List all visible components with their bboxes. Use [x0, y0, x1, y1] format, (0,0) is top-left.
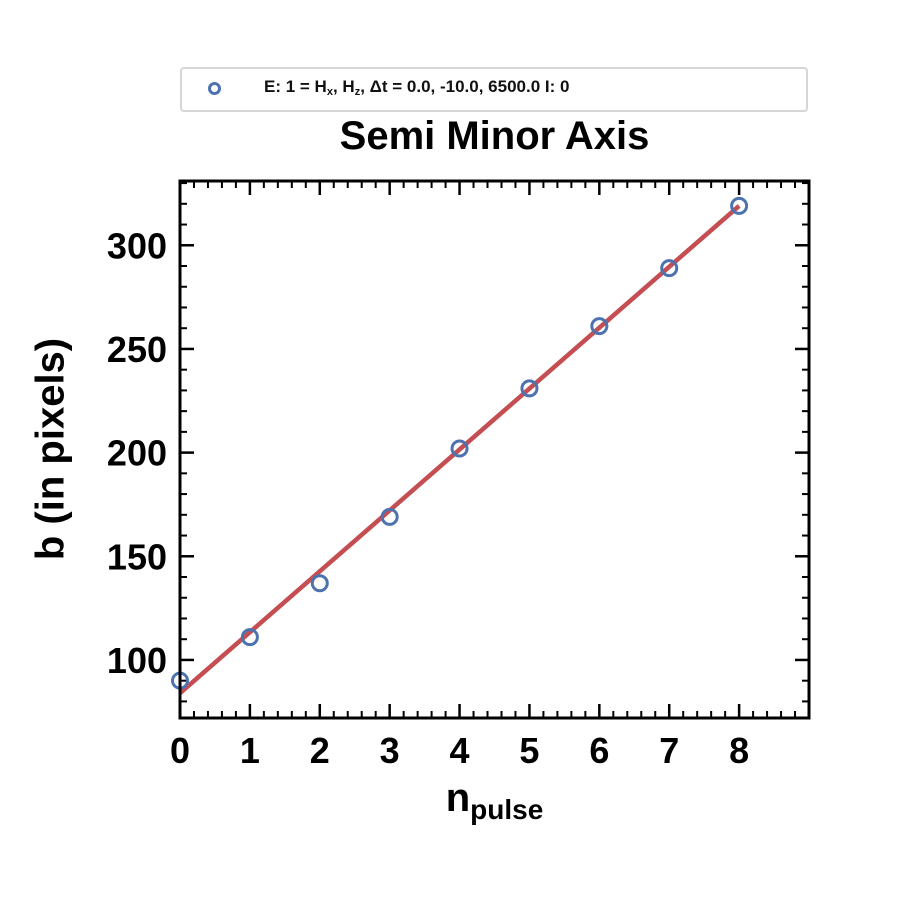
plot-area-frame [178, 179, 811, 720]
x-axis-label: npulse [445, 776, 544, 825]
y-axis-label: b (in pixels) [28, 337, 73, 561]
data-point [660, 259, 679, 278]
points-layer [171, 196, 749, 690]
x-tick-label: 3 [380, 730, 400, 771]
legend-entry-label: E: 1 = Hx, Hz, Δt = 0.0, -10.0, 6500.0 I… [264, 77, 570, 98]
y-tick-label: 300 [107, 225, 167, 266]
x-tick-label: 1 [240, 730, 260, 771]
y-tick-label: 100 [107, 640, 167, 681]
x-tick-label: 2 [310, 730, 330, 771]
data-point [380, 507, 399, 526]
legend: E: 1 = Hx, Hz, Δt = 0.0, -10.0, 6500.0 I… [180, 67, 808, 112]
y-tick-label: 200 [107, 433, 167, 474]
data-point [240, 628, 259, 647]
data-point [590, 317, 609, 336]
data-point [450, 439, 469, 458]
x-tick-label: 4 [450, 730, 470, 771]
data-point [310, 574, 329, 593]
x-tick-label: 0 [170, 730, 190, 771]
ticks-layer [178, 181, 809, 718]
x-tick-label: 6 [589, 730, 609, 771]
data-point [730, 196, 749, 215]
x-tick-label: 7 [659, 730, 679, 771]
tick-labels-layer: 0 1 2 3 4 5 6 7 8 100 150 200 250 300 [107, 225, 749, 771]
y-tick-label: 250 [107, 329, 167, 370]
x-tick-label: 8 [729, 730, 749, 771]
fit-layer [178, 204, 741, 695]
legend-marker-open-circle [208, 82, 221, 95]
y-tick-label: 150 [107, 536, 167, 577]
data-point [520, 379, 539, 398]
fit-line [178, 204, 741, 695]
x-tick-label: 5 [519, 730, 539, 771]
chart-title: Semi Minor Axis [339, 114, 650, 158]
